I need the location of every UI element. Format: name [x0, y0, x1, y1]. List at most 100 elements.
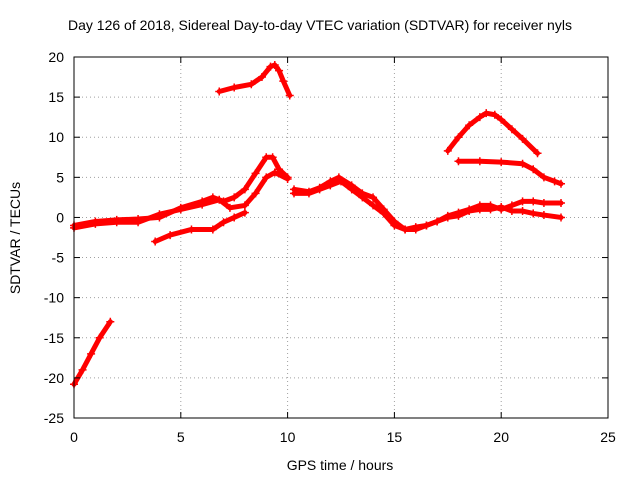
data-point — [379, 209, 388, 218]
y-tick-label: -20 — [44, 370, 64, 386]
data-point — [533, 149, 542, 158]
data-point — [539, 211, 548, 220]
y-tick-label: -10 — [44, 290, 64, 306]
data-point — [87, 349, 96, 358]
data-point — [539, 173, 548, 182]
data-point — [215, 87, 224, 96]
series-trace — [71, 319, 113, 387]
data-point — [326, 181, 335, 190]
data-point — [390, 221, 399, 230]
data-point — [550, 177, 559, 186]
data-point — [518, 159, 527, 168]
data-point — [285, 91, 294, 100]
series-arc-9 — [454, 157, 566, 188]
data-point — [279, 77, 288, 86]
data-point — [151, 237, 160, 246]
y-axis-label: SDTVAR / TECUs — [7, 182, 23, 294]
data-point — [230, 213, 239, 222]
data-point — [529, 209, 538, 218]
data-point — [219, 218, 228, 227]
data-point — [304, 189, 313, 198]
data-point — [290, 189, 299, 198]
data-point — [518, 134, 527, 143]
data-point — [270, 168, 279, 177]
y-tick-label: 0 — [56, 209, 64, 225]
data-point — [454, 157, 463, 166]
series-arc-3 — [70, 153, 292, 230]
data-point — [134, 215, 143, 224]
data-point — [529, 197, 538, 206]
data-point — [557, 213, 566, 222]
data-point — [230, 83, 239, 92]
data-point — [443, 213, 452, 222]
data-point — [198, 197, 207, 206]
x-axis-label: GPS time / hours — [287, 457, 394, 473]
x-tick-label: 0 — [70, 429, 78, 445]
data-point — [358, 193, 367, 202]
data-point — [475, 157, 484, 166]
data-point — [219, 197, 228, 206]
data-point — [112, 215, 121, 224]
y-tick-label: -5 — [52, 250, 65, 266]
x-tick-label: 15 — [387, 429, 403, 445]
data-point — [78, 365, 87, 374]
data-point — [422, 221, 431, 230]
data-point — [166, 231, 175, 240]
data-point — [539, 199, 548, 208]
data-point — [475, 113, 484, 122]
data-point — [507, 207, 516, 216]
data-point — [208, 193, 217, 202]
data-point — [557, 199, 566, 208]
data-point — [262, 173, 271, 182]
data-point — [454, 211, 463, 220]
series-arc-5 — [215, 61, 294, 100]
series-arc-7 — [290, 177, 566, 234]
y-tick-label: 5 — [56, 169, 64, 185]
data-point — [95, 333, 104, 342]
data-point — [369, 201, 378, 210]
data-point — [465, 121, 474, 130]
data-point — [497, 203, 506, 212]
data-point — [497, 115, 506, 124]
series-trace — [455, 158, 564, 187]
data-point — [475, 205, 484, 214]
data-point — [283, 173, 292, 182]
y-tick-label: -25 — [44, 410, 64, 426]
data-point — [91, 217, 100, 226]
data-point — [347, 185, 356, 194]
data-point — [251, 189, 260, 198]
data-layer — [70, 61, 566, 389]
data-point — [518, 207, 527, 216]
data-point — [411, 223, 420, 232]
data-point — [225, 203, 234, 212]
series-arc-4 — [151, 208, 249, 246]
data-point — [507, 125, 516, 134]
data-point — [518, 197, 527, 206]
data-point — [454, 133, 463, 142]
data-point — [176, 203, 185, 212]
data-point — [240, 185, 249, 194]
data-point — [208, 225, 217, 234]
y-tick-label: -15 — [44, 330, 64, 346]
data-point — [251, 169, 260, 178]
data-point — [270, 61, 279, 70]
data-point — [240, 208, 249, 217]
data-point — [240, 201, 249, 210]
data-point — [497, 158, 506, 167]
data-point — [275, 165, 284, 174]
data-point — [337, 177, 345, 186]
data-point — [443, 146, 452, 155]
x-tick-label: 25 — [600, 429, 616, 445]
data-point — [401, 225, 410, 234]
data-point — [266, 62, 275, 71]
data-point — [486, 205, 495, 214]
data-point — [482, 109, 491, 118]
data-point — [230, 193, 239, 202]
y-tick-label: 15 — [48, 89, 64, 105]
series-arc-8 — [443, 109, 542, 158]
data-point — [268, 153, 277, 162]
data-point — [155, 213, 164, 222]
grid — [74, 57, 608, 418]
y-tick-label: 10 — [48, 129, 64, 145]
data-point — [187, 225, 196, 234]
